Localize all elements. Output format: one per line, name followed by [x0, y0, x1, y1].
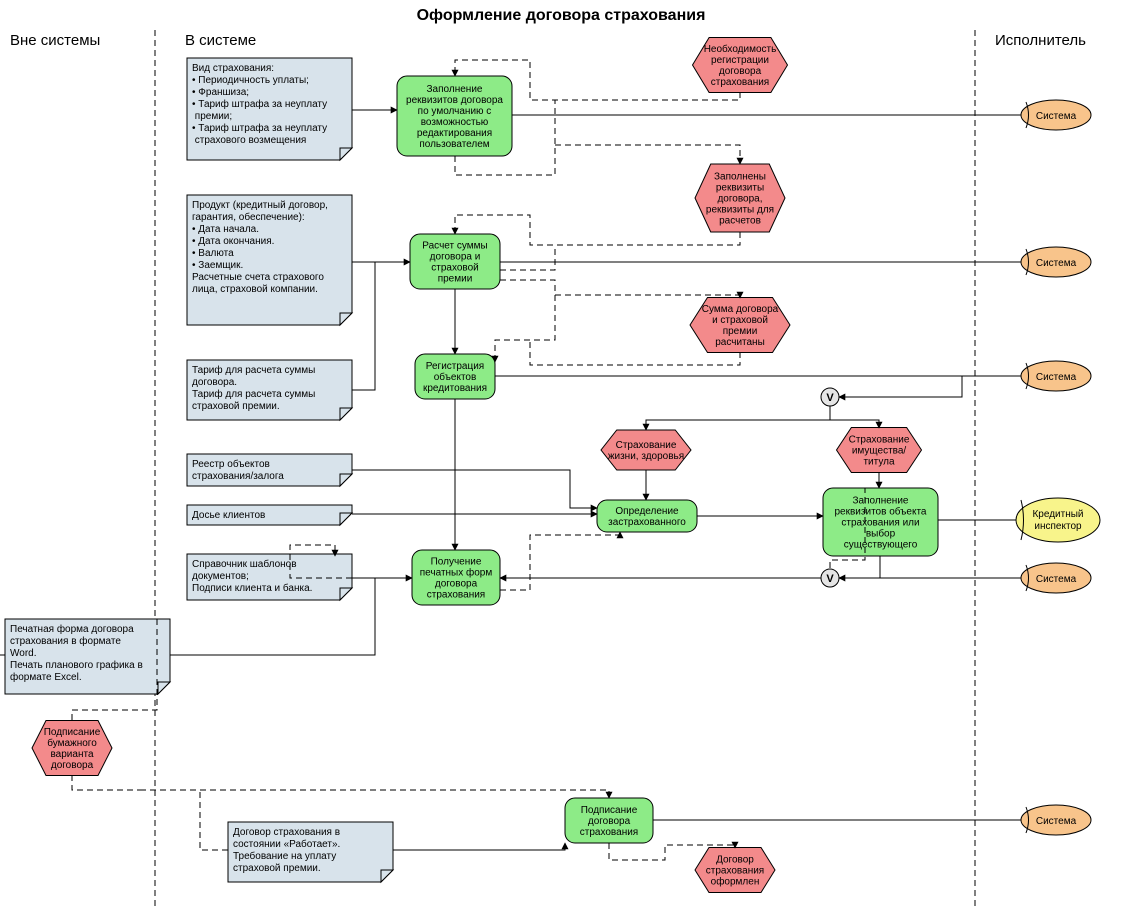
lane-inside-label: В системе	[185, 32, 256, 49]
svg-text:Страхованиежизни, здоровья: Страхованиежизни, здоровья	[608, 440, 684, 462]
note-5: Досье клиентов	[187, 505, 352, 525]
svg-text:V: V	[826, 392, 834, 404]
e15	[495, 376, 962, 397]
note-6: Справочник шаблоновдокументов;Подписи кл…	[187, 554, 352, 600]
proc-4: Определениезастрахованного	[597, 500, 697, 532]
flowchart-canvas: Оформление договора страхования Вне систе…	[0, 0, 1122, 913]
actor-1: Система	[1021, 100, 1091, 130]
note-3: Тариф для расчета суммыдоговора.Тариф дл…	[187, 360, 352, 420]
note-1: Вид страхования:• Периодичность уплаты;•…	[187, 58, 352, 160]
note-7: Печатная форма договорастрахования в фор…	[5, 619, 170, 694]
actor-5: Система	[1021, 563, 1091, 593]
svg-text:Подписаниебумажноговариантадог: Подписаниебумажноговариантадоговора	[44, 727, 101, 771]
gw-1: V	[821, 388, 839, 406]
note-8: Договор страхования всостоянии «Работает…	[228, 822, 393, 882]
d11	[500, 532, 620, 590]
hex-2: Заполненыреквизитыдоговора,реквизиты для…	[695, 164, 785, 232]
actor-2: Система	[1021, 247, 1091, 277]
hex-7: Договорстрахованияоформлен	[695, 848, 775, 893]
actor-4: Кредитныйинспектор	[1016, 498, 1100, 542]
hex-1: Необходимостьрегистрациидоговорастрахова…	[693, 38, 788, 93]
svg-text:Вид страхования:• Периодичност: Вид страхования:• Периодичность уплаты;•…	[192, 63, 327, 146]
svg-text:Кредитныйинспектор: Кредитныйинспектор	[1032, 509, 1083, 532]
note-4: Реестр объектовстрахования/залога	[187, 454, 352, 486]
d4c	[495, 280, 555, 362]
lane-outside-label: Вне системы	[10, 32, 100, 49]
hex-4: Страхованиежизни, здоровья	[601, 430, 691, 470]
svg-text:Система: Система	[1036, 111, 1077, 122]
proc-7: Подписаниедоговорастрахования	[565, 798, 653, 843]
lane-actor-label: Исполнитель	[995, 32, 1086, 49]
gw-2: V	[821, 569, 839, 587]
hex-6: Подписаниебумажноговариантадоговора	[32, 721, 112, 776]
svg-text:V: V	[826, 573, 834, 585]
proc-3: Регистрацияобъектовкредитования	[415, 354, 495, 399]
proc-5: Заполнениереквизитов объектастрахования …	[823, 488, 938, 556]
actor-3: Система	[1021, 361, 1091, 391]
d13	[200, 790, 228, 850]
e14	[839, 556, 880, 578]
d8	[72, 775, 140, 790]
e3	[352, 262, 375, 390]
svg-text:Система: Система	[1036, 574, 1077, 585]
diagram-title: Оформление договора страхования	[417, 7, 706, 24]
proc-6: Получениепечатных формдоговорастраховани…	[412, 550, 500, 605]
svg-text:Определениезастрахованного: Определениезастрахованного	[608, 506, 686, 528]
d2b	[555, 145, 740, 164]
svg-text:Подписаниедоговорастрахования: Подписаниедоговорастрахования	[580, 805, 638, 838]
e9	[352, 470, 597, 508]
actor-6: Система	[1021, 805, 1091, 835]
e5b	[830, 420, 879, 428]
d4	[500, 245, 555, 270]
e5	[646, 406, 830, 430]
svg-text:Система: Система	[1036, 816, 1077, 827]
svg-text:Система: Система	[1036, 372, 1077, 383]
proc-2: Расчет суммыдоговора истраховойпремии	[410, 234, 500, 289]
svg-text:Необходимостьрегистрациидогово: Необходимостьрегистрациидоговорастрахова…	[704, 43, 777, 88]
hex-5: Страхованиеимущества/титула	[837, 428, 922, 473]
svg-text:Система: Система	[1036, 258, 1077, 269]
hex-3: Сумма договораи страховойпремиирасчитаны	[690, 298, 790, 353]
eSign	[393, 843, 565, 850]
svg-text:Досье клиентов: Досье клиентов	[192, 510, 265, 521]
proc-1: Заполнениереквизитов договорапо умолчани…	[397, 76, 512, 156]
d9	[140, 790, 609, 798]
note-2: Продукт (кредитный договор,гарантия, обе…	[187, 195, 352, 325]
